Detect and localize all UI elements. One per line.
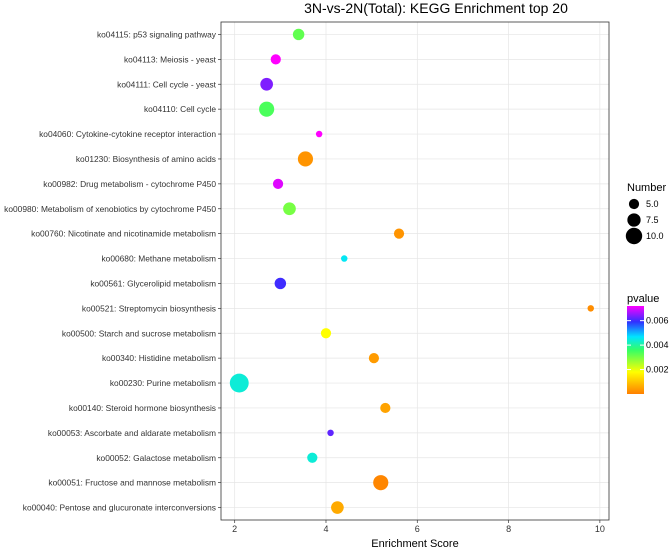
- data-point: [272, 178, 284, 189]
- x-tick-label: 8: [506, 524, 511, 534]
- color-legend: pvalue 0.006 0.004 0.002: [627, 293, 669, 394]
- data-point: [307, 452, 318, 463]
- y-category-label: ko00051: Fructose and mannose metabolism: [48, 478, 216, 488]
- size-legend-dot: [628, 198, 640, 210]
- x-axis-ticks: 2 4 6 8 10: [232, 520, 605, 534]
- size-legend: Number 5.0 7.5 10.0: [625, 182, 666, 245]
- y-category-label: ko00340: Histidine metabolism: [102, 353, 216, 363]
- x-tick-label: 6: [415, 524, 420, 534]
- color-legend-bar: [627, 306, 644, 394]
- y-category-label: ko00052: Galactose metabolism: [96, 453, 216, 463]
- chart-title: 3N-vs-2N(Total): KEGG Enrichment top 20: [304, 0, 568, 16]
- plot-border: [220, 21, 610, 521]
- size-legend-label: 10.0: [646, 231, 664, 241]
- y-category-label: ko00980: Metabolism of xenobiotics by cy…: [4, 204, 216, 214]
- data-point: [380, 402, 391, 414]
- data-point: [393, 228, 405, 239]
- data-point: [331, 501, 344, 514]
- data-point: [315, 130, 323, 138]
- x-tick-label: 4: [323, 524, 328, 534]
- y-category-label: ko00053: Ascorbate and aldarate metaboli…: [48, 428, 216, 438]
- y-category-label: ko00500: Starch and sucrose metabolism: [62, 328, 216, 338]
- data-point: [587, 305, 594, 312]
- data-point: [274, 277, 287, 290]
- y-category-label: ko01230: Biosynthesis of amino acids: [76, 154, 216, 164]
- data-point: [341, 255, 348, 262]
- y-category-label: ko00982: Drug metabolism - cytochrome P4…: [43, 179, 216, 189]
- y-category-label: ko04113: Meiosis - yeast: [124, 54, 217, 64]
- y-category-label: ko00230: Purine metabolism: [110, 378, 216, 388]
- y-axis-ticks: [218, 34, 221, 508]
- grid-lines: [221, 22, 609, 520]
- x-tick-label: 2: [232, 524, 237, 534]
- data-point: [368, 353, 380, 364]
- y-category-label: ko00140: Steroid hormone biosynthesis: [69, 403, 216, 413]
- data-point: [283, 202, 296, 216]
- size-legend-label: 5.0: [646, 199, 659, 209]
- color-legend-label: 0.002: [646, 365, 669, 375]
- y-category-label: ko00521: Streptomycin biosynthesis: [82, 303, 216, 313]
- data-point: [327, 429, 334, 437]
- color-legend-label: 0.006: [646, 316, 669, 326]
- data-point: [292, 28, 305, 41]
- y-category-label: ko00040: Pentose and glucuronate interco…: [23, 503, 216, 513]
- size-legend-dot: [627, 213, 641, 227]
- y-category-label: ko00680: Methane metabolism: [101, 254, 216, 264]
- color-legend-label: 0.004: [646, 340, 669, 350]
- x-tick-label: 10: [595, 524, 605, 534]
- data-point: [270, 54, 281, 65]
- y-category-label: ko04060: Cytokine-cytokine receptor inte…: [39, 129, 216, 139]
- y-category-label: ko04111: Cell cycle - yeast: [117, 79, 217, 89]
- data-point: [260, 77, 273, 91]
- data-point: [373, 475, 389, 491]
- data-point: [297, 151, 314, 167]
- color-legend-title: pvalue: [627, 293, 659, 305]
- size-legend-title: Number: [627, 182, 666, 194]
- x-axis-title: Enrichment Score: [371, 538, 458, 550]
- size-legend-label: 7.5: [646, 215, 659, 225]
- y-category-label: ko00561: Glycerolipid metabolism: [90, 278, 216, 288]
- data-point: [259, 101, 275, 117]
- data-points: [229, 28, 594, 514]
- y-category-label: ko04115: p53 signaling pathway: [97, 29, 217, 39]
- data-point: [229, 373, 249, 393]
- y-category-label: ko04110: Cell cycle: [144, 104, 216, 114]
- size-legend-dot: [625, 227, 643, 245]
- y-axis-labels: ko04115: p53 signaling pathway ko04113: M…: [4, 29, 217, 512]
- data-point: [320, 328, 332, 339]
- y-category-label: ko00760: Nicotinate and nicotinamide met…: [31, 229, 216, 239]
